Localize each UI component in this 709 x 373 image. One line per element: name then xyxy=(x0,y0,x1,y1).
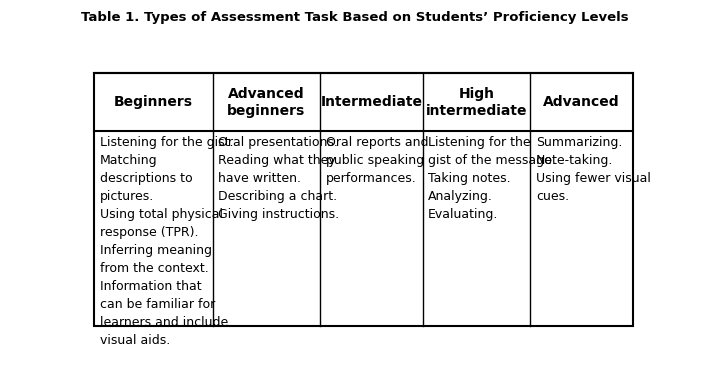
Text: Table 1. Types of Assessment Task Based on Students’ Proficiency Levels: Table 1. Types of Assessment Task Based … xyxy=(81,11,628,24)
Bar xyxy=(94,73,632,131)
Text: Listening for the
gist of the message.
Taking notes.
Analyzing.
Evaluating.: Listening for the gist of the message. T… xyxy=(428,136,556,221)
Text: Advanced: Advanced xyxy=(543,95,620,109)
Text: Oral reports and
public speaking
performances.: Oral reports and public speaking perform… xyxy=(325,136,428,185)
Bar xyxy=(94,73,632,326)
Bar xyxy=(94,131,632,326)
Text: Summarizing.
Note-taking.
Using fewer visual
cues.: Summarizing. Note-taking. Using fewer vi… xyxy=(536,136,651,203)
Text: High
intermediate: High intermediate xyxy=(425,87,527,118)
Text: Listening for the gist.
Matching
descriptions to
pictures.
Using total physical
: Listening for the gist. Matching descrip… xyxy=(99,136,233,347)
Text: Oral presentations.
Reading what they
have written.
Describing a chart.
Giving i: Oral presentations. Reading what they ha… xyxy=(218,136,339,221)
Text: Beginners: Beginners xyxy=(114,95,193,109)
Text: Intermediate: Intermediate xyxy=(320,95,423,109)
Text: Advanced
beginners: Advanced beginners xyxy=(228,87,306,118)
